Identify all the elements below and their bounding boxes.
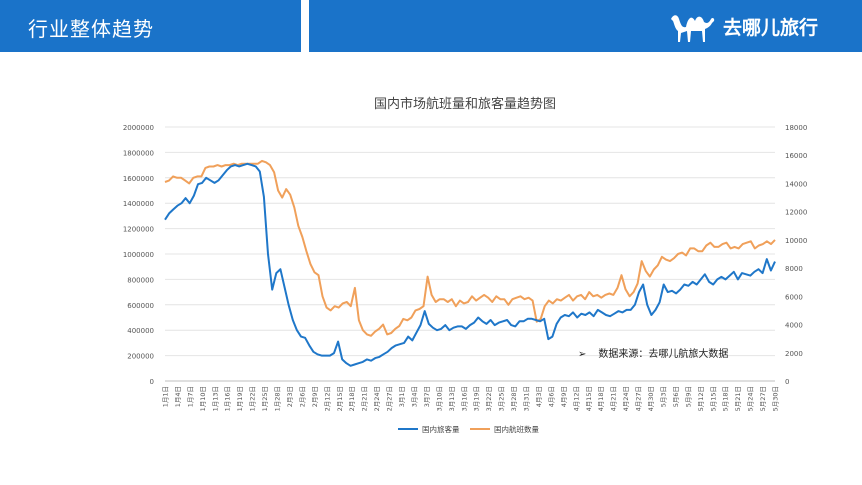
x-axis-tick-label: 1月4日 (174, 386, 182, 407)
x-axis-tick-label: 4月3日 (535, 386, 543, 407)
x-axis-tick-label: 4月24日 (622, 386, 630, 411)
brand-logo: 去哪儿旅行 (669, 9, 818, 43)
chart-title: 国内市场航班量和旅客量趋势图 (374, 96, 556, 112)
x-axis-tick-label: 5月18日 (722, 386, 730, 411)
x-axis-tick-label: 4月30日 (647, 386, 655, 411)
legend-label: 国内旅客量 (422, 424, 460, 434)
x-axis-tick-label: 1月19日 (236, 386, 244, 411)
x-axis-tick-label: 4月6日 (547, 386, 555, 407)
x-axis-tick-label: 5月12日 (697, 386, 705, 411)
right-axis-tick-label: 10000 (785, 237, 807, 245)
header-bar-left: 行业整体趋势 (0, 0, 301, 52)
right-axis-tick-label: 14000 (785, 180, 807, 188)
x-axis-tick-label: 5月21日 (734, 386, 742, 411)
x-axis-tick-label: 3月19日 (473, 386, 481, 411)
x-axis-tick-label: 2月9日 (311, 386, 319, 407)
right-axis-tick-label: 0 (785, 378, 789, 386)
page-title: 行业整体趋势 (28, 17, 154, 41)
x-axis-tick-label: 2月27日 (386, 386, 394, 411)
note-bullet: ➢ (578, 349, 587, 360)
x-axis-tick-label: 1月7日 (186, 386, 194, 407)
x-axis-tick-label: 3月16日 (460, 386, 468, 411)
header-bar-right: 去哪儿旅行 (309, 0, 862, 52)
x-axis-tick-label: 1月13日 (211, 386, 219, 411)
x-axis-tick-label: 1月10日 (199, 386, 207, 411)
right-axis-tick-label: 2000 (785, 350, 803, 358)
x-axis-tick-label: 3月10日 (435, 386, 443, 411)
logo-text: 去哪儿旅行 (722, 16, 818, 39)
x-axis-tick-label: 5月6日 (672, 386, 680, 407)
note-text: 数据来源：去哪儿航旅大数据 (598, 349, 729, 360)
left-axis-tick-label: 1400000 (123, 200, 154, 208)
x-axis-tick-label: 5月3日 (659, 386, 667, 407)
x-axis-tick-label: 4月21日 (610, 386, 618, 411)
x-axis-tick-label: 2月15日 (336, 386, 344, 411)
right-axis-tick-label: 4000 (785, 322, 803, 330)
camel-icon (670, 15, 715, 42)
x-axis-tick-label: 3月13日 (448, 386, 456, 411)
x-axis-tick-label: 3月1日 (398, 386, 406, 407)
x-axis-tick-label: 3月31日 (523, 386, 531, 411)
left-axis-tick-label: 1800000 (123, 149, 154, 157)
right-axis-tick-label: 18000 (785, 124, 807, 132)
x-axis-tick-label: 2月6日 (298, 386, 306, 407)
data-source-note: ➢ 数据来源：去哪儿航旅大数据 (578, 345, 728, 360)
x-axis-tick-label: 1月16日 (224, 386, 232, 411)
left-axis-tick-label: 600000 (127, 302, 154, 310)
series-line-flights (164, 159, 776, 337)
x-axis-tick-label: 2月18日 (348, 386, 356, 411)
right-axis-tick-label: 12000 (785, 209, 807, 217)
x-axis-tick-label: 4月12日 (572, 386, 580, 411)
x-axis-tick-label: 4月27日 (635, 386, 643, 411)
x-axis-tick-label: 5月24日 (747, 386, 755, 411)
right-axis-tick-label: 6000 (785, 293, 803, 301)
x-axis-tick-label: 2月3日 (286, 386, 294, 407)
x-axis-tick-label: 1月28日 (274, 386, 282, 411)
left-axis-tick-label: 1000000 (123, 251, 154, 259)
legend-label: 国内航班数量 (494, 424, 539, 434)
left-axis-tick-label: 0 (150, 378, 154, 386)
x-axis-tick-label: 1月25日 (261, 386, 269, 411)
x-axis-tick-label: 5月9日 (684, 386, 692, 407)
left-axis-tick-label: 800000 (127, 276, 154, 284)
right-axis-tick-label: 8000 (785, 265, 803, 273)
x-axis-tick-label: 3月22日 (485, 386, 493, 411)
x-axis-tick-label: 5月15日 (709, 386, 717, 411)
left-axis-tick-label: 1600000 (123, 175, 154, 183)
x-axis-tick-label: 4月18日 (597, 386, 605, 411)
left-axis-tick-label: 1200000 (123, 226, 154, 234)
left-axis-tick-label: 400000 (127, 327, 154, 335)
left-axis-tick-label: 2000000 (123, 124, 154, 132)
series-line-passengers (164, 162, 776, 367)
x-axis-tick-label: 1月22日 (249, 386, 257, 411)
x-axis-tick-label: 2月12日 (323, 386, 331, 411)
left-axis-tick-label: 200000 (127, 353, 154, 361)
x-axis-tick-label: 3月28日 (510, 386, 518, 411)
x-axis-tick-label: 1月1日 (162, 386, 170, 407)
x-axis-tick-label: 3月7日 (423, 386, 431, 407)
x-axis-tick-label: 4月15日 (585, 386, 593, 411)
x-axis-tick-label: 3月4日 (410, 386, 418, 407)
x-axis-tick-label: 2月24日 (373, 386, 381, 411)
right-axis-tick-label: 16000 (785, 152, 807, 160)
x-axis-tick-label: 2月21日 (361, 386, 369, 411)
x-axis-tick-label: 4月9日 (560, 386, 568, 407)
x-axis-tick-label: 3月25日 (498, 386, 506, 411)
x-axis-tick-label: 5月30日 (772, 386, 780, 411)
x-axis-tick-label: 5月27日 (759, 386, 767, 411)
